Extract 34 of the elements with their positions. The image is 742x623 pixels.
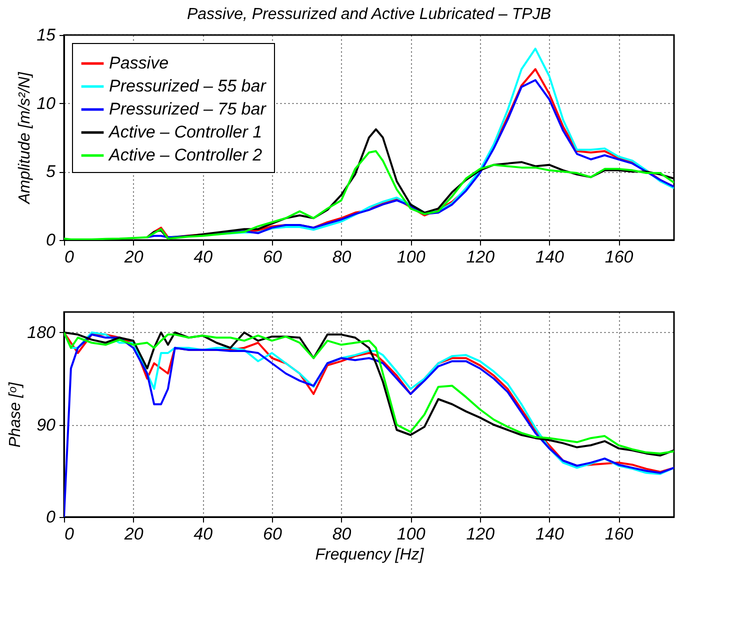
y-tick-label: 5	[46, 162, 56, 182]
x-tick-label: 100	[396, 248, 426, 266]
legend-label: Pressurized – 55 bar	[109, 76, 268, 96]
y-tick-label: 15	[36, 26, 56, 44]
y-tick-label: 0	[46, 508, 56, 526]
x-tick-label: 0	[64, 248, 74, 266]
y-tick-label: 10	[36, 94, 56, 113]
legend-label: Active – Controller 2	[108, 146, 263, 164]
x-tick-label: 20	[123, 524, 144, 544]
x-tick-label: 160	[604, 248, 634, 266]
x-tick-label: 0	[64, 524, 74, 544]
legend-label: Active – Controller 1	[108, 122, 262, 142]
chart-title: Passive, Pressurized and Active Lubricated – TPJB	[186, 6, 552, 23]
x-tick-label: 40	[194, 524, 214, 544]
y-axis-title: Amplitude [m/s²/N]	[16, 72, 34, 205]
x-tick-label: 140	[536, 248, 564, 266]
x-tick-label: 120	[466, 524, 496, 544]
x-tick-label: 60	[262, 524, 282, 544]
x-tick-label: 120	[466, 248, 496, 266]
x-axis-title: Frequency [Hz]	[315, 546, 424, 564]
x-tick-label: 80	[332, 248, 352, 266]
x-tick-label: 100	[396, 524, 426, 544]
x-tick-label: 160	[604, 524, 634, 544]
x-tick-label: 80	[332, 524, 352, 544]
x-tick-label: 60	[262, 248, 282, 266]
y-tick-label: 180	[27, 323, 56, 342]
x-tick-label: 40	[194, 248, 214, 266]
legend-label: Pressurized – 75 bar	[109, 100, 268, 118]
y-axis-title: Phase [ᵒ]	[7, 382, 24, 448]
x-tick-label: 140	[536, 524, 564, 544]
y-tick-label: 0	[46, 230, 56, 250]
legend-label: Passive	[109, 54, 169, 72]
y-tick-label: 90	[36, 415, 56, 434]
x-tick-label: 20	[123, 248, 144, 266]
